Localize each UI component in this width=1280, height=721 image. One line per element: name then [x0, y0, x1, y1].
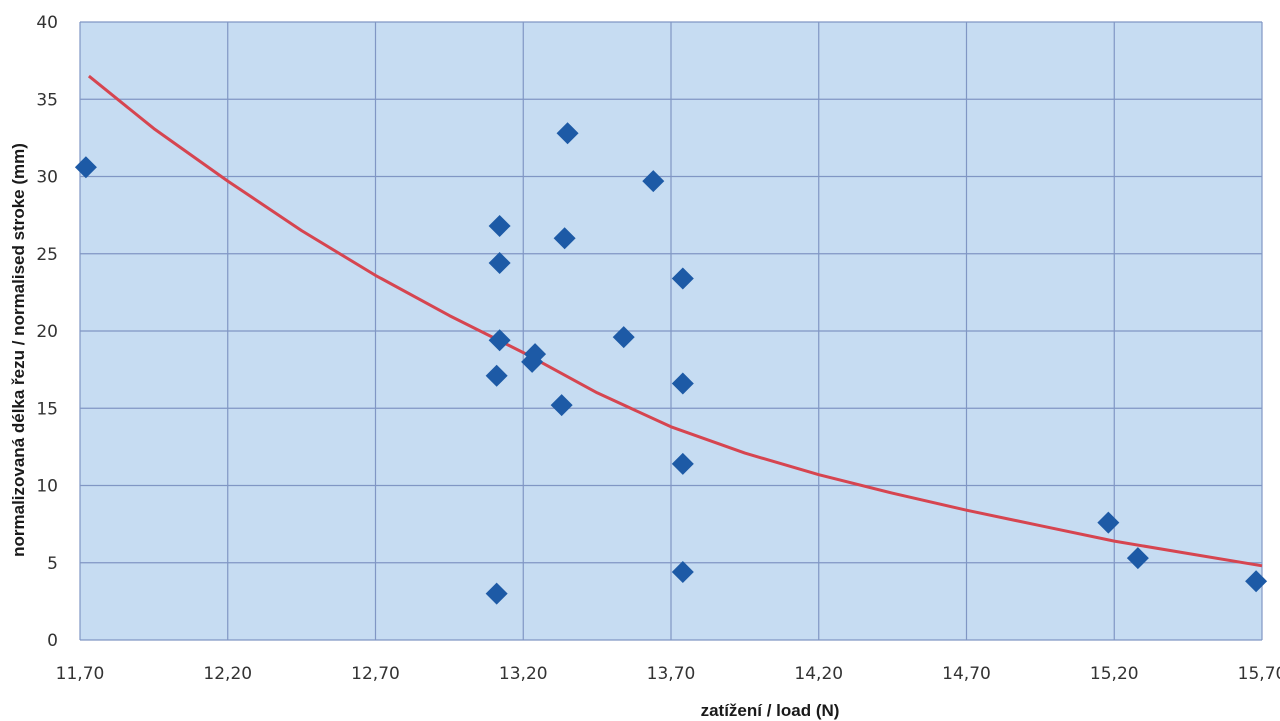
trend-line [87, 74, 1263, 568]
y-tick-label: 40 [36, 13, 58, 33]
y-tick-label: 35 [36, 90, 58, 110]
data-point [642, 170, 665, 193]
data-point [488, 329, 511, 352]
data-point [524, 343, 547, 366]
x-tick-label: 15,20 [1090, 664, 1139, 684]
y-tick-label: 0 [47, 631, 58, 651]
data-point [671, 452, 694, 475]
data-point [1097, 511, 1120, 534]
grid [79, 21, 1263, 641]
data-point [485, 582, 508, 605]
data-point [671, 561, 694, 584]
y-tick-label: 30 [36, 168, 58, 188]
y-tick-label: 20 [36, 322, 58, 342]
x-tick-label: 11,70 [56, 664, 105, 684]
x-axis-title: zatížení / load (N) [701, 701, 840, 720]
data-point [671, 372, 694, 395]
data-points [74, 122, 1268, 605]
data-point [74, 156, 97, 179]
x-tick-label: 13,20 [499, 664, 548, 684]
y-tick-label: 10 [36, 477, 58, 497]
y-tick-label: 15 [36, 399, 58, 419]
x-tick-label: 12,70 [351, 664, 400, 684]
x-tick-label: 13,70 [647, 664, 696, 684]
data-point [488, 252, 511, 275]
x-tick-label: 14,70 [942, 664, 991, 684]
data-point [485, 364, 508, 387]
data-point [1126, 547, 1149, 570]
data-point [488, 214, 511, 237]
x-tick-label: 14,20 [794, 664, 843, 684]
tick-labels: 11,70 12,20 12,70 13,20 13,70 14,20 14,70 15,20… [36, 13, 1280, 684]
y-axis-title: normalizovaná délka řezu / normalised st… [9, 143, 28, 557]
x-tick-label: 12,20 [203, 664, 252, 684]
data-point [550, 394, 573, 417]
data-point [612, 326, 635, 349]
x-tick-label: 15,70 [1238, 664, 1280, 684]
y-tick-label: 25 [36, 245, 58, 265]
y-tick-label: 5 [47, 554, 58, 574]
data-point [1245, 570, 1268, 593]
data-point [553, 227, 576, 250]
data-point [671, 267, 694, 290]
data-point [556, 122, 579, 145]
